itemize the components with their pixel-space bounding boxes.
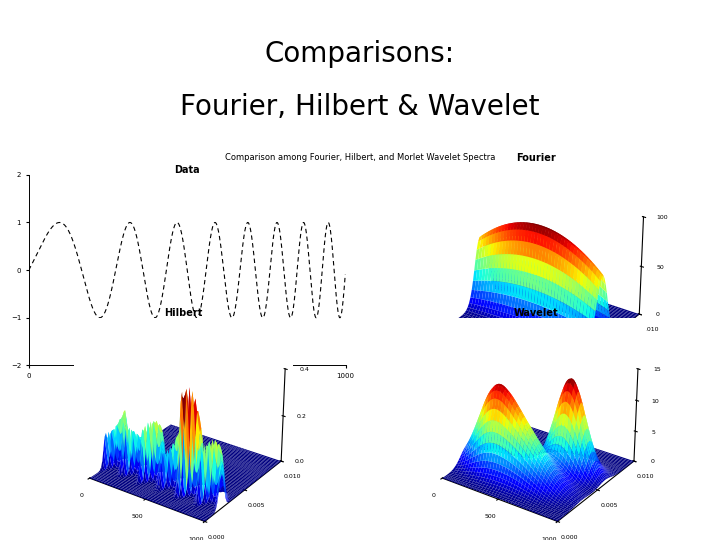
- Text: Fourier, Hilbert & Wavelet: Fourier, Hilbert & Wavelet: [180, 93, 540, 122]
- Title: Hilbert: Hilbert: [164, 308, 203, 318]
- Title: Data: Data: [174, 165, 200, 175]
- Text: Comparisons:: Comparisons:: [265, 40, 455, 69]
- Title: Wavelet: Wavelet: [514, 308, 559, 318]
- Title: Fourier: Fourier: [516, 153, 557, 163]
- Text: Comparison among Fourier, Hilbert, and Morlet Wavelet Spectra: Comparison among Fourier, Hilbert, and M…: [225, 153, 495, 162]
